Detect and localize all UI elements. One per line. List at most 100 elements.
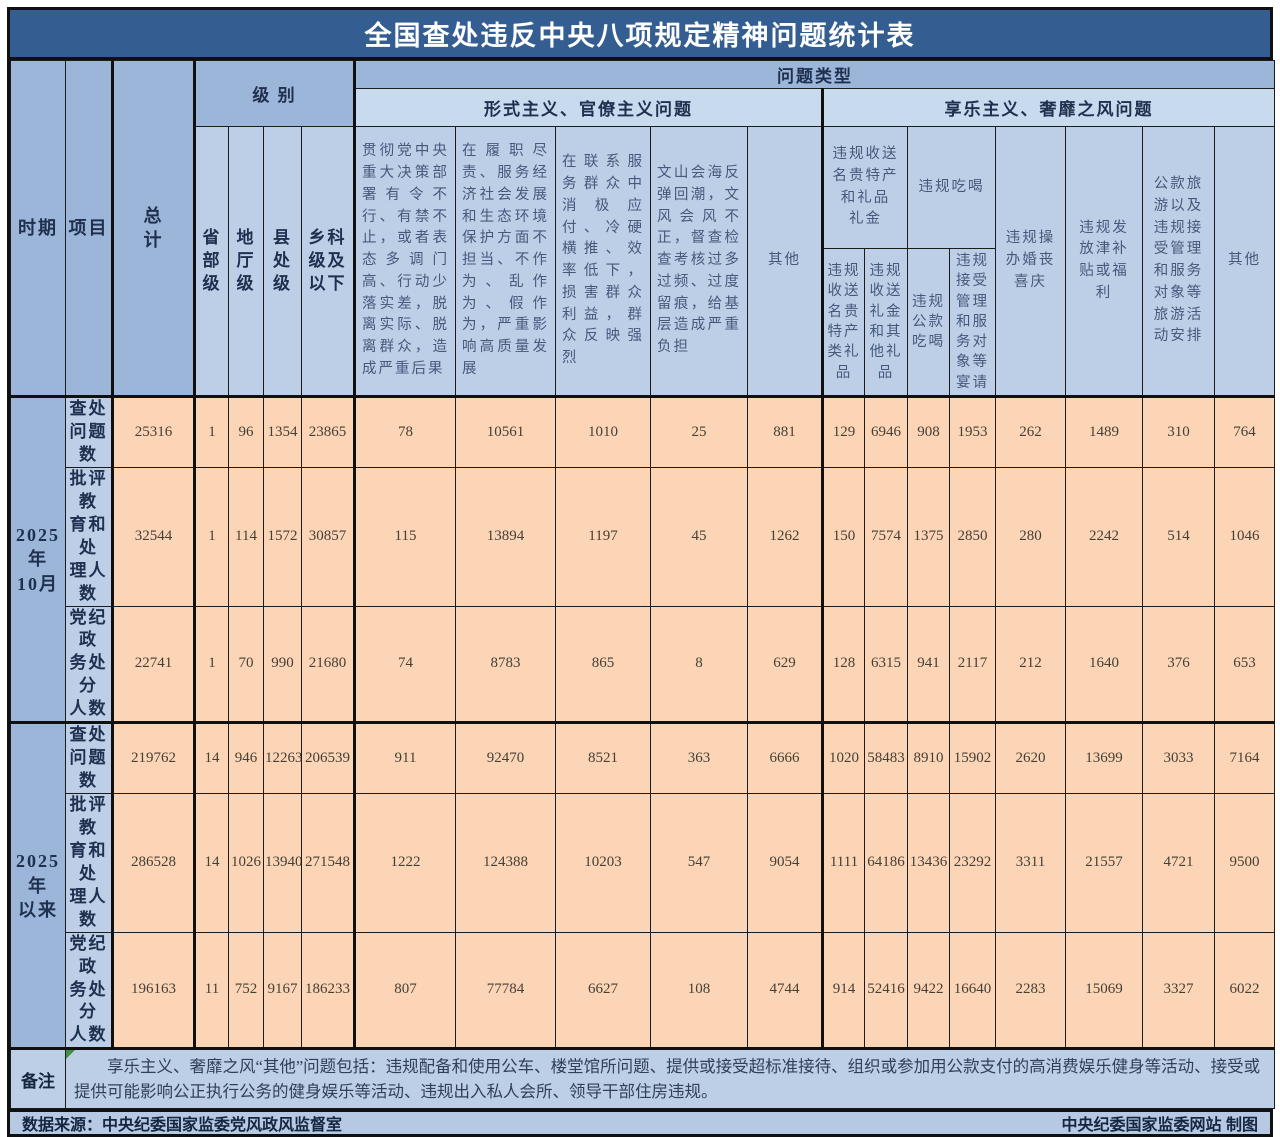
item-cell: 查处 问题数: [65, 395, 113, 468]
data-cell: 212: [995, 605, 1066, 724]
data-cell: 2283: [995, 931, 1066, 1050]
data-cell: 70: [228, 605, 264, 724]
data-cell: 1953: [949, 395, 996, 468]
data-cell: 1489: [1065, 395, 1143, 468]
col-group-dining: 违规吃喝: [907, 126, 996, 249]
col-header-township: 乡科 级及 以下: [301, 125, 355, 398]
data-cell: 15069: [1065, 931, 1143, 1050]
col-header-total: 总 计: [111, 59, 195, 398]
data-cell: 74: [353, 605, 456, 724]
credit-text: 中央纪委国家监委网站 制图: [1061, 1117, 1258, 1135]
data-cell: 514: [1142, 466, 1215, 607]
data-cell: 1: [193, 395, 229, 468]
data-cell: 911: [353, 721, 456, 795]
data-cell: 271548: [301, 793, 355, 933]
data-cell: 7164: [1214, 721, 1275, 795]
col-header-dining-banquets: 违规 接受 管理 和服 务对 象等 宴请: [949, 247, 996, 398]
data-cell: 13436: [907, 793, 950, 933]
data-cell: 13699: [1065, 721, 1143, 795]
col-header-allowances: 违规发 放津补 贴或福 利: [1065, 125, 1143, 398]
data-cell: 23865: [301, 395, 355, 468]
data-cell: 653: [1214, 605, 1275, 724]
data-cell: 124388: [455, 793, 556, 933]
data-cell: 150: [821, 466, 865, 607]
item-cell: 查处 问题数: [65, 721, 113, 795]
data-cell: 941: [907, 605, 950, 724]
col-header-weddings-funerals: 违规操 办婚丧 喜庆: [995, 125, 1066, 398]
statistics-table: 时期 项目 总 计 级 别 问题类型 形式主义、官僚主义问题 享乐主义、奢靡之风…: [10, 59, 1275, 1110]
data-cell: 10203: [555, 793, 651, 933]
col-header-county: 县 处 级: [263, 125, 302, 398]
item-cell: 批评教 育和处 理人数: [65, 466, 113, 607]
data-cell: 752: [228, 931, 264, 1050]
col-group-problem-type: 问题类型: [353, 60, 1275, 89]
item-cell: 党纪政 务处分 人数: [65, 605, 113, 724]
data-cell: 8783: [455, 605, 556, 724]
data-cell: 30857: [301, 466, 355, 607]
col-header-gifts-specialty: 违规 收送 名贵 特产 类礼 品: [821, 247, 865, 398]
item-cell: 党纪政 务处分 人数: [65, 931, 113, 1050]
data-cell: 9422: [907, 931, 950, 1050]
data-cell: 22741: [111, 605, 195, 724]
col-header-dining-public-funds: 违规 公款 吃喝: [907, 247, 950, 398]
data-cell: 914: [821, 931, 865, 1050]
data-cell: 363: [650, 721, 748, 795]
col-header-formalism-4: 文山会海反弹回潮，文风会风不正，督查检查考核过多过频、过度留痕，给基层造成严重负…: [650, 125, 748, 398]
data-cell: 7574: [864, 466, 908, 607]
data-cell: 1375: [907, 466, 950, 607]
remark-cell: 享乐主义、奢靡之风“其他”问题包括：违规配备和使用公车、楼堂馆所问题、提供或接受…: [65, 1047, 1275, 1110]
data-cell: 280: [995, 466, 1066, 607]
data-cell: 629: [747, 605, 823, 724]
data-cell: 52416: [864, 931, 908, 1050]
statistics-sheet: 全国查处违反中央八项规定精神问题统计表 时期 项目 总 计 级 别 问题类型 形…: [7, 7, 1275, 1137]
data-cell: 58483: [864, 721, 908, 795]
data-cell: 865: [555, 605, 651, 724]
period-cell: 2025年 以来: [10, 721, 66, 1050]
data-cell: 196163: [111, 931, 195, 1050]
col-header-formalism-2: 在履职尽责、服务经济社会发展和生态环境保护方面不担当、不作为、乱作为、假作为，严…: [455, 125, 556, 398]
col-header-travel: 公款旅 游以及 违规接 受管理 和服务 对象等 旅游活 动安排: [1142, 125, 1215, 398]
data-cell: 908: [907, 395, 950, 468]
cell-comment-marker-icon: [66, 1051, 75, 1060]
col-header-hedonism-other: 其他: [1214, 125, 1275, 398]
data-cell: 807: [353, 931, 456, 1050]
data-cell: 32544: [111, 466, 195, 607]
remark-text: 享乐主义、奢靡之风“其他”问题包括：违规配备和使用公车、楼堂馆所问题、提供或接受…: [74, 1056, 1261, 1102]
data-cell: 8521: [555, 721, 651, 795]
data-cell: 78: [353, 395, 456, 468]
col-header-formalism-1: 贯彻党中央重大决策部署有令不行、有禁不止，或者表态多调门高、行动少落实差，脱离实…: [353, 125, 456, 398]
data-cell: 206539: [301, 721, 355, 795]
data-cell: 25: [650, 395, 748, 468]
col-header-formalism-other: 其他: [747, 125, 823, 398]
data-cell: 310: [1142, 395, 1215, 468]
col-header-formalism-3: 在联系服务群众中消极应付、冷硬横推、效率低下，损害群众利益，群众反映强烈: [555, 125, 651, 398]
remark-label: 备注: [10, 1047, 66, 1110]
data-cell: 129: [821, 395, 865, 468]
data-cell: 8: [650, 605, 748, 724]
data-cell: 1572: [263, 466, 302, 607]
data-cell: 219762: [111, 721, 195, 795]
data-cell: 9500: [1214, 793, 1275, 933]
data-cell: 77784: [455, 931, 556, 1050]
col-group-formalism: 形式主义、官僚主义问题: [353, 88, 823, 127]
data-cell: 286528: [111, 793, 195, 933]
data-source-text: 数据来源：中央纪委国家监委党风政风监督室: [22, 1117, 343, 1135]
data-cell: 12263: [263, 721, 302, 795]
data-cell: 1111: [821, 793, 865, 933]
data-cell: 25316: [111, 395, 195, 468]
data-cell: 3327: [1142, 931, 1215, 1050]
data-cell: 1262: [747, 466, 823, 607]
data-cell: 1020: [821, 721, 865, 795]
data-cell: 21557: [1065, 793, 1143, 933]
data-cell: 1222: [353, 793, 456, 933]
data-cell: 1354: [263, 395, 302, 468]
period-cell: 2025年 10月: [10, 395, 66, 724]
col-header-item: 项目: [65, 59, 113, 398]
data-cell: 9167: [263, 931, 302, 1050]
data-cell: 764: [1214, 395, 1275, 468]
data-cell: 14: [193, 721, 229, 795]
data-cell: 262: [995, 395, 1066, 468]
data-cell: 96: [228, 395, 264, 468]
data-cell: 15902: [949, 721, 996, 795]
source-bar: 数据来源：中央纪委国家监委党风政风监督室 中央纪委国家监委网站 制图: [10, 1109, 1270, 1135]
